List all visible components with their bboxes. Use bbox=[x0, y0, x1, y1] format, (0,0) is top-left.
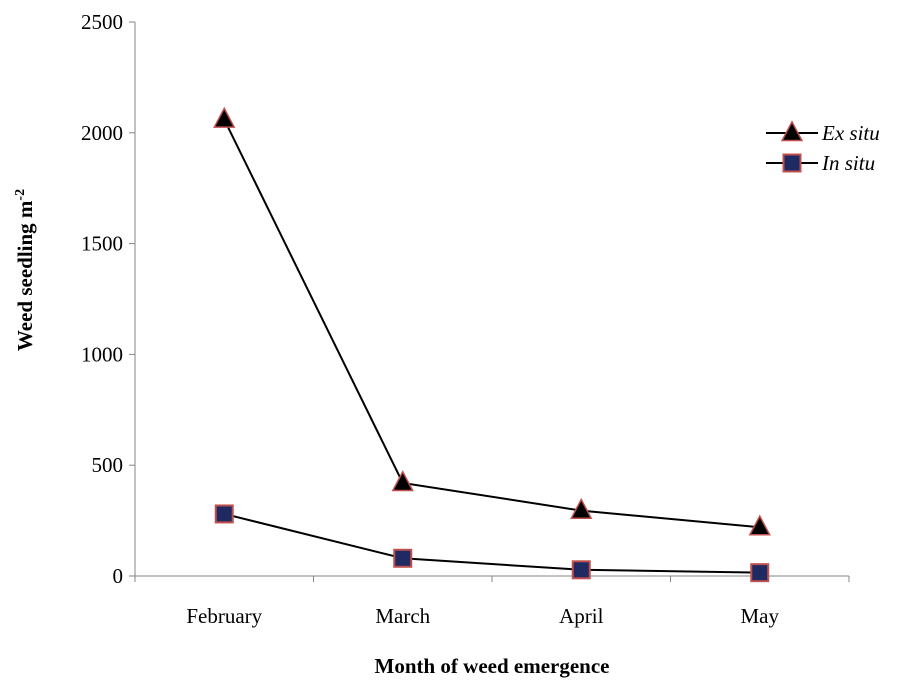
data-point-in-situ bbox=[214, 504, 234, 524]
data-point-ex-situ bbox=[570, 497, 593, 519]
y-tick-label: 2000 bbox=[81, 121, 123, 145]
y-axis-title: Weed seedling m-2 bbox=[13, 189, 37, 351]
legend-item-in-situ: In situ bbox=[766, 151, 875, 175]
series-lines bbox=[223, 119, 760, 574]
data-point-ex-situ bbox=[748, 514, 771, 536]
legend: Ex situ In situ bbox=[766, 120, 880, 175]
y-tick-label: 500 bbox=[92, 453, 124, 477]
y-tick-label: 2500 bbox=[81, 10, 123, 34]
series-line-in-situ bbox=[224, 512, 760, 574]
y-tick-label: 1000 bbox=[81, 342, 123, 366]
x-ticks: February March April May bbox=[134, 576, 850, 628]
y-axis-title-main: Weed seedling m bbox=[13, 200, 37, 351]
x-tick-label: April bbox=[559, 604, 603, 628]
legend-marker bbox=[780, 120, 804, 142]
y-axis-title-superscript: -2 bbox=[13, 189, 28, 201]
axes bbox=[134, 22, 849, 577]
data-point-ex-situ bbox=[391, 470, 414, 492]
data-point-ex-situ bbox=[213, 106, 236, 128]
legend-label: Ex situ bbox=[821, 121, 880, 145]
series-markers bbox=[213, 106, 771, 583]
y-ticks: 0 500 1000 1500 2000 2500 bbox=[81, 10, 135, 588]
x-tick-label: March bbox=[375, 604, 430, 628]
x-tick-label: May bbox=[741, 604, 780, 628]
legend-label: In situ bbox=[821, 151, 875, 175]
data-point-in-situ bbox=[571, 560, 591, 580]
x-tick-label: February bbox=[186, 604, 262, 628]
legend-marker bbox=[782, 153, 802, 173]
x-axis-title: Month of weed emergence bbox=[375, 654, 610, 678]
y-tick-label: 0 bbox=[113, 564, 124, 588]
legend-item-ex-situ: Ex situ bbox=[766, 120, 880, 145]
y-tick-label: 1500 bbox=[81, 232, 123, 256]
series-line-ex-situ bbox=[223, 119, 760, 529]
data-point-in-situ bbox=[750, 563, 770, 583]
data-point-in-situ bbox=[393, 548, 413, 568]
